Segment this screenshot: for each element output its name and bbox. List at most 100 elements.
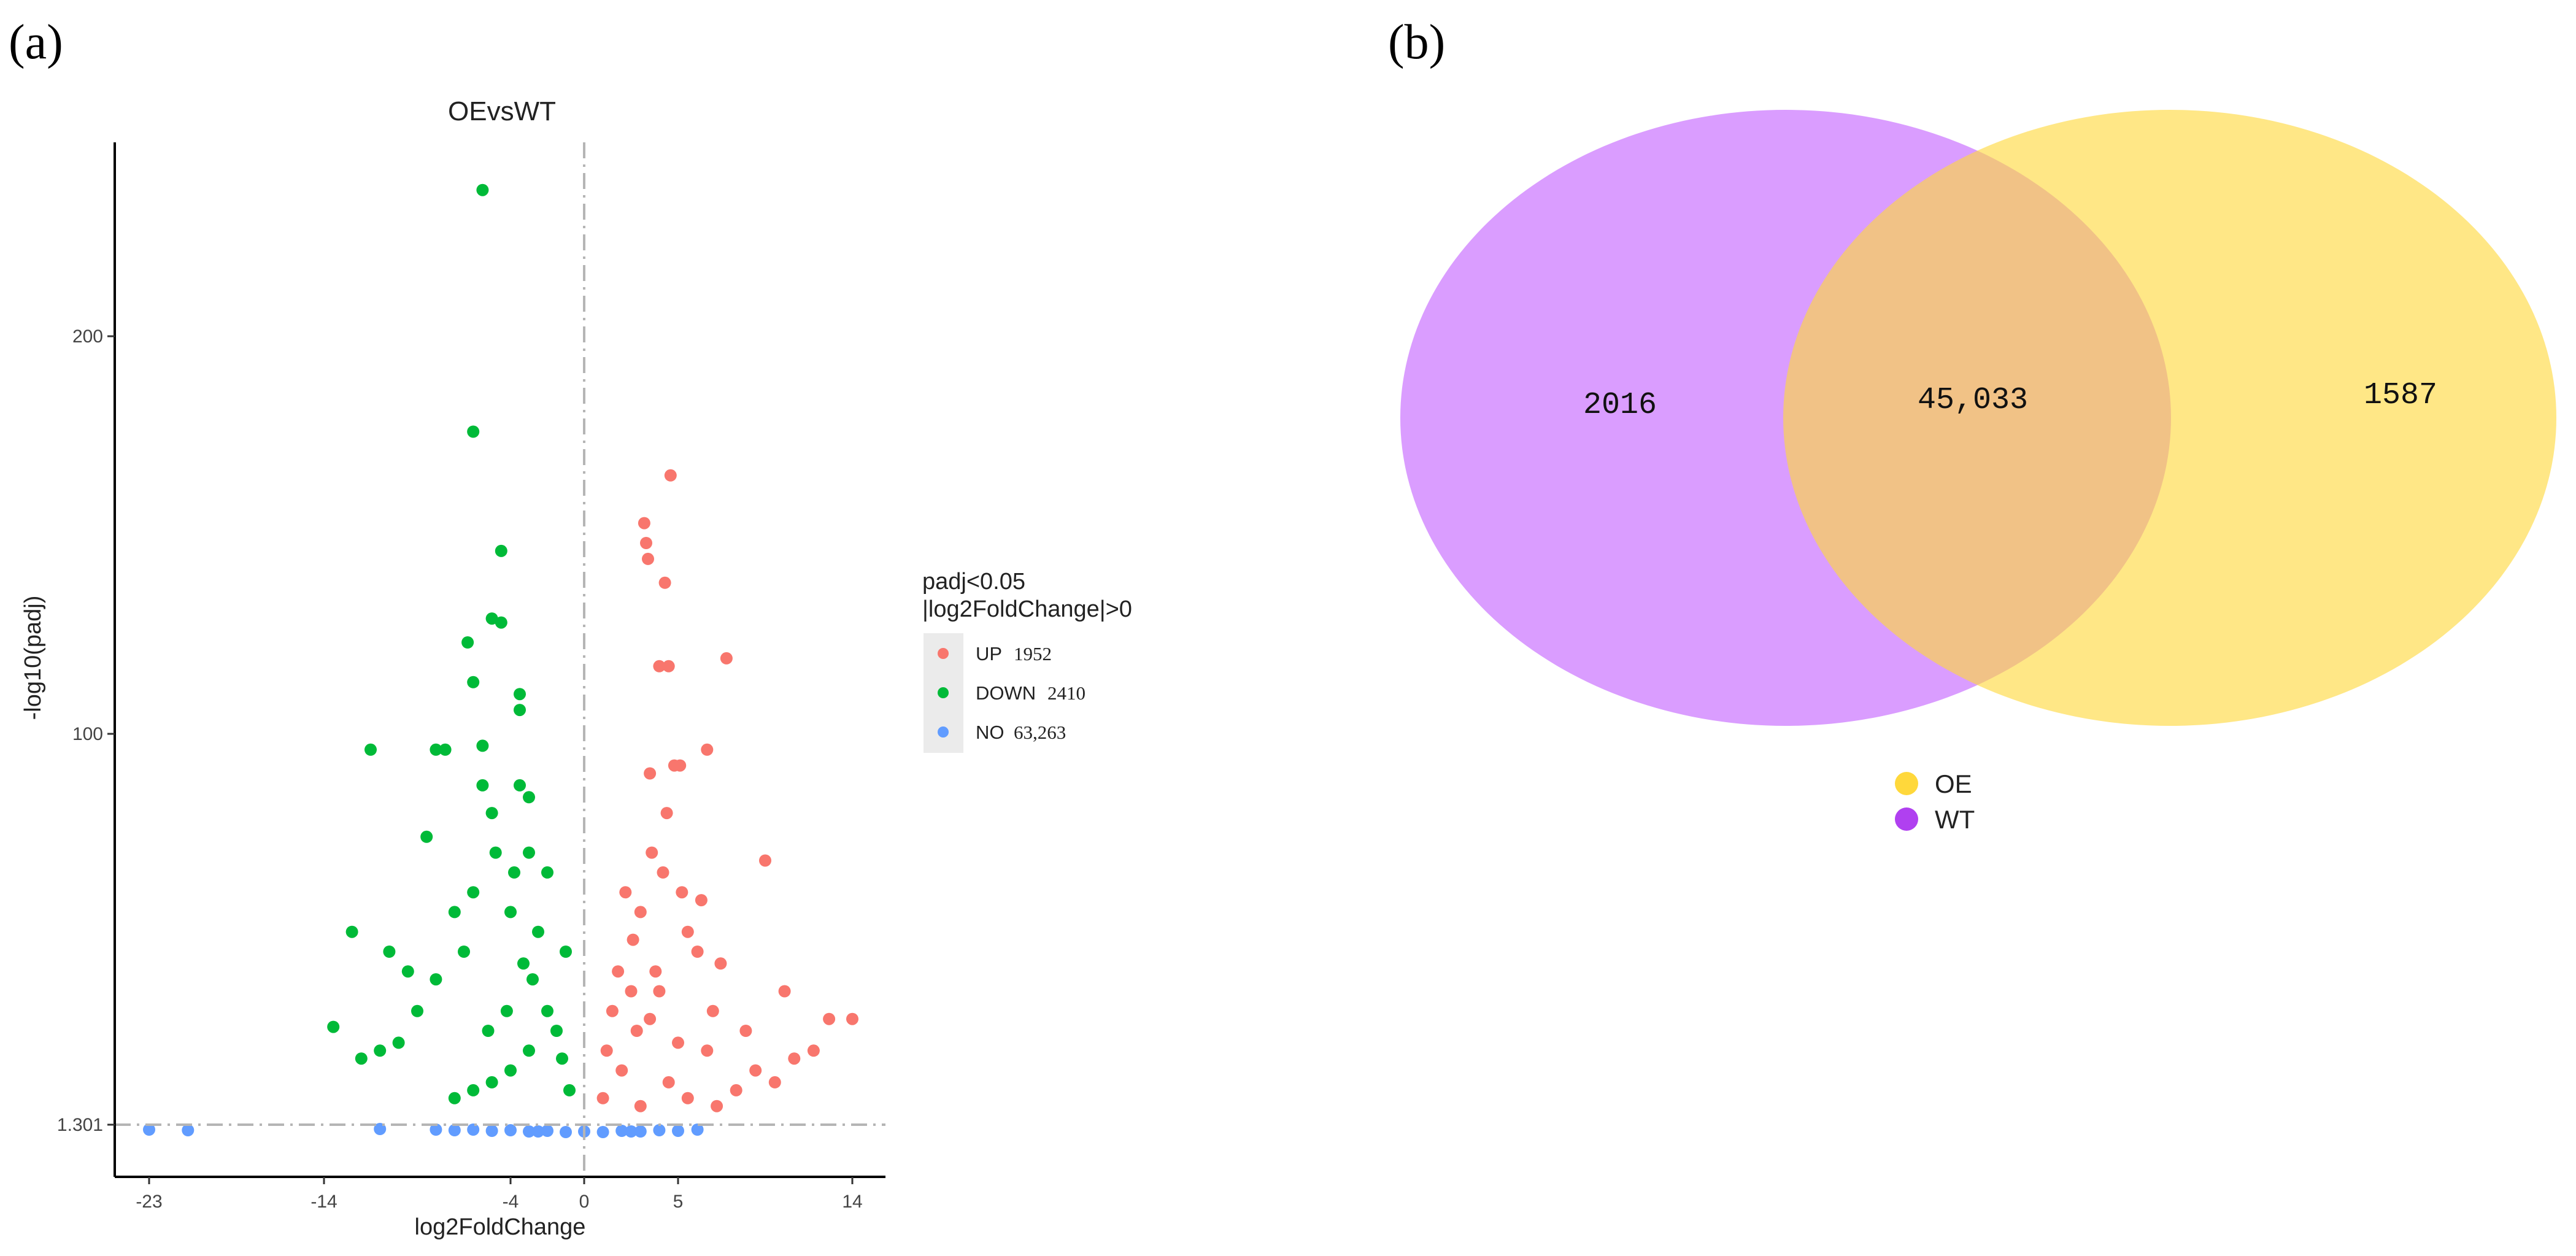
volcano-legend: padj<0.05 |log2FoldChange|>0 UP 1952 DOW…	[922, 569, 1132, 753]
point-down-16	[485, 807, 498, 820]
point-down-13	[476, 779, 489, 792]
point-up-11	[644, 767, 657, 780]
point-down-15	[523, 791, 535, 804]
point-up-23	[649, 965, 662, 978]
point-down-48	[500, 1004, 513, 1017]
volcano-points	[143, 183, 858, 1138]
venn-set-oe	[1783, 110, 2556, 726]
y-ticks: 1.301 100 200	[57, 326, 115, 1135]
venn-legend-oe-label: OE	[1935, 769, 1972, 798]
legend-up-count: 1952	[1014, 643, 1052, 665]
legend-up-marker	[938, 648, 949, 659]
point-no-0	[143, 1123, 155, 1136]
point-down-27	[560, 946, 572, 958]
point-up-29	[701, 1044, 714, 1057]
panel-b-label: (b)	[1388, 15, 1445, 69]
point-up-15	[823, 1012, 836, 1025]
point-no-19	[625, 1125, 638, 1138]
venn-legend-wt-marker	[1895, 807, 1918, 831]
point-down-20	[383, 946, 396, 958]
x-axis-label: log2FoldChange	[415, 1214, 586, 1240]
legend-title-line2: |log2FoldChange|>0	[922, 596, 1132, 622]
x-tick-label: -14	[310, 1192, 337, 1212]
point-down-5	[461, 636, 474, 649]
point-up-33	[596, 1092, 609, 1104]
point-down-18	[327, 1020, 340, 1033]
legend-title-line1: padj<0.05	[922, 569, 1025, 595]
point-no-4	[448, 1124, 461, 1136]
point-up-4	[658, 576, 671, 589]
point-up-16	[846, 1012, 858, 1025]
point-up-43	[706, 1004, 719, 1017]
point-up-9	[701, 743, 714, 756]
point-up-13	[714, 957, 727, 970]
point-up-49	[695, 894, 708, 907]
point-up-25	[739, 1025, 752, 1037]
point-up-21	[691, 946, 704, 958]
point-up-1	[638, 517, 650, 530]
point-no-16	[691, 1123, 704, 1136]
point-up-45	[627, 933, 639, 946]
point-no-6	[504, 1124, 517, 1136]
point-down-37	[541, 1004, 553, 1017]
point-up-42	[672, 1036, 684, 1049]
panel-a-label: (a)	[9, 15, 63, 69]
point-up-7	[720, 652, 733, 665]
point-up-39	[630, 1025, 643, 1037]
point-up-28	[662, 1076, 675, 1088]
x-tick-label: 5	[673, 1192, 684, 1212]
point-down-45	[556, 1052, 568, 1065]
point-up-2	[640, 537, 652, 549]
point-no-12	[615, 1125, 628, 1137]
legend-no-count: 63,263	[1014, 722, 1066, 743]
point-no-5	[485, 1125, 498, 1137]
point-up-40	[644, 1012, 657, 1025]
point-down-14	[514, 779, 526, 792]
point-down-28	[532, 925, 544, 938]
point-down-36	[355, 1052, 368, 1065]
point-down-10	[439, 743, 452, 756]
point-no-11	[596, 1126, 609, 1138]
point-up-20	[681, 925, 694, 938]
point-no-15	[672, 1125, 684, 1137]
point-down-35	[374, 1044, 387, 1057]
point-down-7	[514, 688, 526, 701]
point-down-46	[526, 973, 539, 986]
point-no-7	[523, 1125, 535, 1138]
point-up-6	[662, 660, 675, 672]
point-down-38	[550, 1025, 563, 1037]
point-no-3	[430, 1123, 442, 1136]
venn-legend: OE WT	[1895, 769, 1975, 834]
x-tick-label: -23	[136, 1192, 162, 1212]
point-down-19	[345, 925, 358, 938]
point-up-47	[660, 807, 673, 820]
point-up-38	[711, 1100, 723, 1112]
point-no-8	[541, 1125, 553, 1137]
point-up-44	[612, 965, 625, 978]
point-up-36	[788, 1052, 801, 1065]
legend-up-label: UP	[976, 643, 1002, 665]
point-down-43	[448, 1092, 461, 1104]
point-up-26	[600, 1044, 613, 1057]
point-down-40	[504, 1064, 517, 1077]
legend-down-label: DOWN	[976, 682, 1036, 704]
point-down-22	[448, 906, 461, 919]
point-down-47	[517, 957, 530, 970]
point-up-18	[634, 906, 647, 919]
point-down-34	[392, 1036, 405, 1049]
point-down-44	[563, 1084, 576, 1096]
point-down-4	[495, 616, 507, 629]
volcano-title: OEvsWT	[448, 96, 556, 126]
volcano-plot: OEvsWT -23 -14 -4 0 5 14 1.301 100 200 log2Fold…	[20, 96, 1132, 1240]
venn-diagram: 2016 45,033 1587 OE WT	[1400, 110, 2556, 834]
legend-down-marker	[938, 687, 949, 698]
point-down-12	[430, 743, 442, 756]
point-up-31	[681, 1092, 694, 1104]
point-up-17	[619, 886, 632, 899]
venn-legend-wt-label: WT	[1935, 805, 1975, 834]
point-down-9	[364, 743, 377, 756]
point-down-39	[523, 1044, 535, 1057]
point-up-30	[730, 1084, 742, 1096]
y-axis-label: -log10(padj)	[20, 596, 46, 720]
point-up-10	[668, 759, 681, 772]
